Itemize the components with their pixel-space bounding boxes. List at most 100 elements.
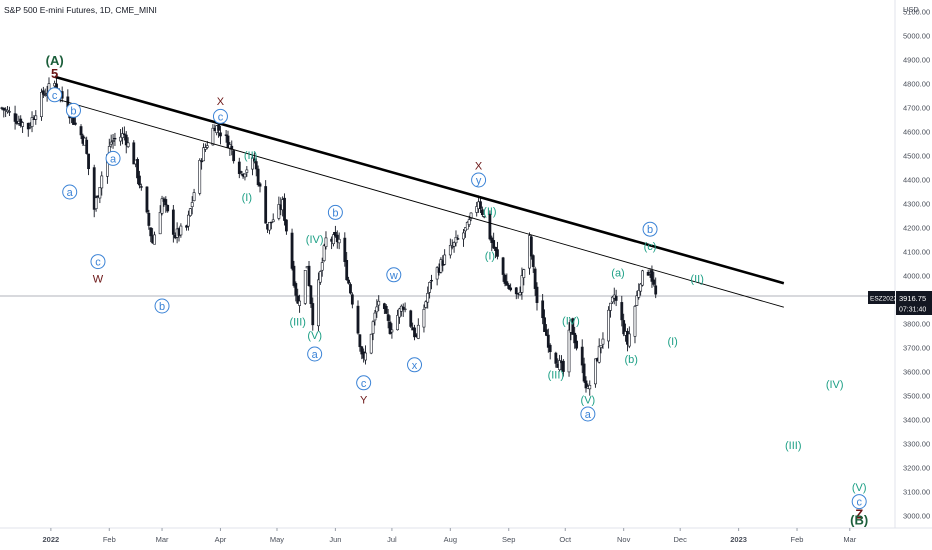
candle-body [488, 213, 492, 240]
candle-body [256, 168, 260, 186]
candle-body [2, 107, 6, 111]
candle-body [252, 158, 256, 162]
candle-body [641, 270, 644, 286]
wave-label-circle [307, 346, 323, 362]
time-axis[interactable]: 2022 Feb Mar Apr May Jun Jul Aug Sep Oct Nov Dec 202… [43, 528, 857, 544]
wave-label: (I) [667, 336, 677, 348]
candle-body [73, 122, 77, 125]
candle-body [113, 137, 117, 140]
candle-body [121, 133, 124, 138]
candle-body [347, 279, 350, 284]
candle-body [520, 275, 524, 293]
wave-label: (III) [548, 369, 565, 381]
candle-body [283, 197, 286, 221]
candle-body [518, 292, 522, 296]
candle-body [561, 360, 565, 372]
candle-body [567, 329, 571, 373]
wave-label-circle [105, 150, 121, 166]
trendline-upper[interactable] [54, 75, 785, 285]
price-tick-label: 4600.00 [903, 128, 930, 137]
candle-body [164, 199, 168, 206]
price-tick-label: 3700.00 [903, 344, 930, 353]
candle-body [614, 296, 618, 301]
candle-body [496, 249, 499, 257]
candle-body [87, 153, 90, 170]
candle-body [505, 281, 509, 286]
candle-body [467, 219, 471, 225]
candle-body [531, 255, 535, 267]
candle-body [188, 208, 192, 216]
countdown-value: 07:31:40 [899, 307, 926, 314]
candle-body [13, 113, 17, 122]
wave-label-circle [386, 267, 402, 283]
candle-body [8, 111, 11, 113]
wave-label: (a) [611, 267, 624, 279]
wave-label-circle [154, 298, 170, 314]
wave-label: (IV) [562, 315, 580, 327]
candle-body [435, 267, 439, 280]
wave-label: (b) [624, 354, 637, 366]
wave-label: b [332, 207, 338, 219]
wave-label: x [412, 360, 418, 372]
candle-body [224, 134, 228, 136]
candle-body [588, 385, 592, 390]
candle-body [413, 327, 416, 338]
wave-label-circle [90, 254, 106, 270]
candle-body [610, 296, 614, 303]
candle-body [284, 219, 288, 232]
candle-body [41, 90, 45, 95]
price-value: 3916.75 [899, 294, 926, 303]
candle-body [637, 290, 641, 298]
candle-body [237, 161, 241, 174]
wave-label: a [585, 409, 592, 421]
price-tag: ESZ2022 3916.75 07:31:40 [868, 291, 932, 315]
candle-body [317, 279, 320, 327]
candle-body [294, 283, 298, 296]
candle-body [601, 338, 605, 345]
candle-body [205, 145, 209, 148]
candle-body [522, 269, 526, 278]
candle-body [622, 320, 626, 335]
candle-body [364, 352, 367, 361]
candle-body [320, 262, 324, 271]
candle-body [311, 303, 315, 326]
candle-body [584, 380, 588, 389]
candle-body [454, 237, 458, 244]
time-tick-label: Feb [103, 535, 116, 544]
candle-body [482, 215, 486, 218]
wave-label-circle [642, 221, 658, 237]
candle-body [543, 317, 546, 332]
price-tick-label: 3400.00 [903, 416, 930, 425]
wave-label: Z [855, 507, 863, 522]
price-tick-label: 4000.00 [903, 272, 930, 281]
candle-body [452, 242, 456, 247]
time-tick-label: Mar [156, 535, 169, 544]
candle-body [371, 321, 375, 334]
candle-body [166, 204, 170, 212]
trendline-lower[interactable] [54, 97, 784, 308]
chart-title: S&P 500 E-mini Futures, 1D, CME_MINI [4, 5, 157, 15]
candle-body [639, 283, 643, 292]
wave-label: c [361, 378, 367, 390]
candle-body [94, 197, 98, 210]
wave-label-circle [471, 172, 487, 188]
candle-body [529, 236, 533, 257]
wave-label-circle [47, 87, 63, 103]
candle-body [149, 227, 153, 237]
wave-label: X [217, 96, 225, 108]
price-tick-label: 4100.00 [903, 248, 930, 257]
trendlines[interactable] [54, 75, 785, 308]
price-tick-label: 4400.00 [903, 176, 930, 185]
wave-label-circle [327, 204, 343, 220]
wave-label: 5 [51, 66, 58, 81]
wave-label-circle [62, 184, 78, 200]
wave-label: (III) [289, 317, 306, 329]
candle-body [503, 274, 507, 284]
wave-label: W [93, 273, 104, 285]
price-tick-label: 5100.00 [903, 8, 930, 17]
candle-body [635, 295, 639, 306]
time-tick-label: Apr [215, 535, 227, 544]
wave-label: c [95, 257, 101, 269]
candle-body [337, 238, 341, 244]
